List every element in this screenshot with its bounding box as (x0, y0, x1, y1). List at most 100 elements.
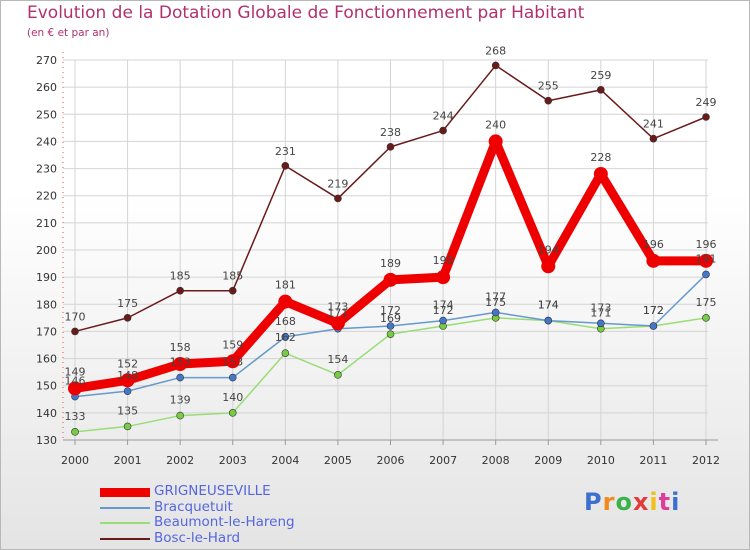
legend-swatch-bosc (100, 538, 150, 540)
data-label-beaumont-le-hareng: 162 (275, 331, 296, 344)
data-label-grigneuseville: 152 (117, 357, 138, 370)
data-point-grigneuseville (593, 167, 608, 181)
legend-label-beaumont: Beaumont-le-Hareng (154, 514, 295, 530)
x-tick-label: 2012 (692, 454, 720, 467)
data-point-bosc-le-hard (228, 286, 237, 295)
data-label-bosc-le-hard: 249 (696, 96, 717, 109)
data-label-grigneuseville: 196 (643, 238, 664, 251)
data-point-beaumont-le-hareng (702, 314, 710, 322)
data-label-grigneuseville: 189 (380, 257, 401, 270)
data-label-bosc-le-hard: 268 (485, 44, 506, 57)
series-layer (68, 61, 713, 436)
data-label-bosc-le-hard: 185 (170, 270, 191, 283)
data-point-bracquetuit (386, 322, 395, 330)
logo-letter: i (671, 488, 681, 516)
data-label-grigneuseville: 149 (65, 365, 86, 378)
data-point-grigneuseville (541, 259, 556, 274)
data-point-bosc-le-hard (281, 162, 290, 170)
data-point-bracquetuit (176, 373, 184, 382)
data-label-bosc-le-hard: 175 (117, 297, 138, 310)
data-point-grigneuseville (699, 253, 713, 268)
data-label-beaumont-le-hareng: 135 (117, 404, 138, 417)
data-label-beaumont-le-hareng: 174 (538, 299, 559, 312)
y-tick-label: 260 (36, 81, 57, 94)
data-label-bracquetuit: 174 (433, 299, 454, 312)
data-point-bosc-le-hard (334, 194, 342, 203)
data-label-grigneuseville: 159 (222, 338, 243, 351)
data-label-bracquetuit: 177 (485, 290, 506, 303)
data-label-bracquetuit: 172 (643, 304, 664, 317)
data-label-grigneuseville: 158 (170, 341, 191, 354)
data-label-bracquetuit: 171 (327, 307, 348, 320)
data-label-bracquetuit: 153 (170, 356, 191, 369)
data-label-bracquetuit: 148 (117, 369, 138, 382)
data-point-bracquetuit (439, 316, 447, 325)
data-label-beaumont-le-hareng: 169 (380, 312, 401, 325)
logo-letter: o (615, 488, 633, 516)
data-point-beaumont-le-hareng (228, 409, 237, 417)
x-tick-label: 2010 (587, 454, 615, 467)
chart-subtitle: (en € et par an) (27, 27, 110, 39)
x-tick-label: 2006 (377, 454, 405, 467)
y-tick-label: 250 (36, 108, 57, 121)
y-tick-label: 160 (36, 353, 57, 366)
data-point-bosc-le-hard (649, 134, 658, 143)
data-point-beaumont-le-hareng (386, 330, 395, 338)
logo-letter: P (584, 488, 603, 516)
data-label-bracquetuit: 173 (590, 301, 611, 314)
data-label-beaumont-le-hareng: 175 (696, 296, 717, 309)
data-point-grigneuseville (225, 354, 240, 369)
data-label-grigneuseville: 228 (590, 151, 611, 164)
logo-letter: x (632, 488, 650, 516)
data-point-grigneuseville (68, 381, 82, 396)
data-point-bosc-le-hard (491, 61, 500, 70)
data-point-bracquetuit (123, 387, 132, 395)
data-label-bosc-le-hard: 255 (538, 80, 559, 93)
y-tick-label: 240 (36, 135, 57, 148)
logo-letter: i (649, 488, 659, 516)
y-tick-label: 230 (36, 163, 57, 176)
y-tick-label: 180 (36, 298, 57, 311)
data-label-bosc-le-hard: 231 (275, 145, 296, 158)
data-label-beaumont-le-hareng: 171 (590, 307, 611, 320)
data-point-bosc-le-hard (544, 96, 553, 105)
y-tick-label: 150 (36, 380, 57, 393)
y-tick-label: 200 (36, 244, 57, 257)
data-label-bosc-le-hard: 170 (65, 310, 86, 323)
data-label-beaumont-le-hareng: 154 (327, 353, 348, 366)
data-point-bosc-le-hard (176, 286, 184, 295)
data-point-bosc-le-hard (439, 126, 447, 135)
x-tick-label: 2007 (429, 454, 457, 467)
x-tick-label: 2002 (166, 454, 194, 467)
data-point-grigneuseville (488, 134, 503, 149)
data-point-grigneuseville (173, 357, 188, 371)
data-label-bracquetuit: 153 (222, 356, 243, 369)
data-label-bosc-le-hard: 244 (433, 110, 454, 123)
x-tick-label: 2000 (61, 454, 89, 467)
data-label-bosc-le-hard: 259 (590, 69, 611, 82)
legend-label-bosc: Bosc-le-Hard (154, 530, 241, 546)
data-label-bracquetuit: 168 (275, 315, 296, 328)
data-point-bosc-le-hard (702, 113, 710, 121)
data-label-bracquetuit: 174 (538, 299, 559, 312)
data-label-bracquetuit: 172 (380, 304, 401, 317)
x-tick-label: 2011 (639, 454, 667, 467)
data-label-grigneuseville: 190 (433, 254, 454, 267)
data-label-grigneuseville: 196 (696, 238, 717, 251)
data-label-bracquetuit: 191 (696, 252, 717, 265)
data-point-bracquetuit (228, 373, 237, 382)
legend-swatch-bracquetuit (100, 507, 150, 509)
data-point-bosc-le-hard (597, 86, 605, 94)
x-tick-label: 2009 (534, 454, 562, 467)
data-point-grigneuseville (120, 373, 135, 388)
proxiti-logo: Proxiti (584, 488, 680, 516)
data-label-beaumont-le-hareng: 140 (222, 391, 243, 404)
data-point-grigneuseville (278, 294, 293, 309)
data-point-beaumont-le-hareng (176, 411, 184, 420)
data-point-bracquetuit (491, 308, 500, 317)
data-label-beaumont-le-hareng: 172 (643, 304, 664, 317)
y-tick-label: 270 (36, 54, 57, 67)
data-point-bracquetuit (597, 319, 605, 328)
data-label-bosc-le-hard: 238 (380, 126, 401, 139)
data-label-bosc-le-hard: 185 (222, 270, 243, 283)
